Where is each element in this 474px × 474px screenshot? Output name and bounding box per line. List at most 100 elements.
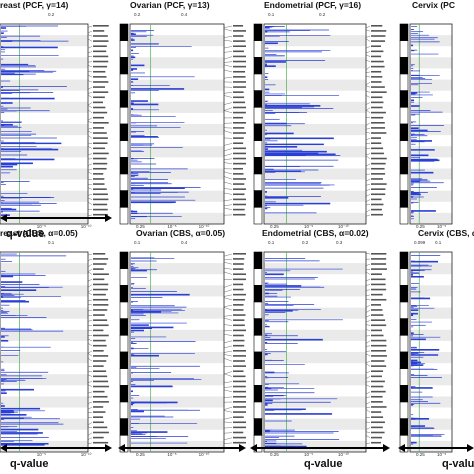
ideogram-segment	[119, 251, 129, 269]
ideogram-segment	[399, 268, 409, 286]
gene-label-mark	[93, 436, 104, 439]
gene-label-mark	[233, 35, 244, 37]
panel-plot	[119, 23, 246, 225]
gene-label-mark	[233, 60, 246, 63]
gene-label-mark	[371, 344, 387, 347]
gene-label-mark	[233, 334, 244, 337]
gene-label-mark	[371, 167, 385, 170]
gene-label-mark	[233, 188, 246, 190]
gene-label-mark	[233, 96, 245, 99]
gene-label-mark	[93, 55, 109, 58]
gene-label-mark	[93, 65, 108, 68]
panel-title: Ovarian (CBS, α=0.05)	[136, 228, 226, 238]
panel-plot	[0, 23, 109, 225]
bottom-tick-label: 10⁻⁵	[167, 452, 177, 457]
gene-leader-line	[365, 264, 371, 266]
gene-leader-line	[223, 153, 233, 157]
gene-leader-line	[87, 75, 93, 78]
bottom-tick-label: 10⁻⁵	[437, 224, 447, 229]
gene-leader-line	[223, 171, 233, 175]
gene-leader-line	[365, 376, 371, 379]
gene-leader-line	[365, 163, 371, 167]
gene-label-mark	[233, 339, 245, 342]
gene-label-mark	[93, 111, 108, 114]
gene-leader-line	[365, 384, 371, 387]
top-tick-label: 0.2	[319, 12, 326, 17]
gene-leader-line	[87, 92, 93, 94]
chromosome-band	[264, 212, 366, 224]
chromosome-band	[410, 352, 452, 364]
gene-label-mark	[371, 188, 386, 190]
gene-leader-line	[223, 176, 233, 180]
chromosome-band	[410, 440, 452, 452]
gene-label-mark	[93, 173, 104, 175]
gene-leader-line	[87, 289, 93, 293]
chromosome-band	[130, 329, 224, 341]
bottom-tick-label: 0.25	[270, 224, 279, 229]
bottom-tick-label: 10⁻¹⁰	[80, 224, 92, 229]
gene-leader-line	[87, 135, 93, 139]
gene-leader-line	[223, 267, 233, 270]
chromosome-band	[0, 263, 88, 275]
bottom-tick-label: 0.25	[416, 224, 425, 229]
bottom-tick-label: 10⁻⁵	[36, 452, 47, 457]
gene-label-mark	[93, 263, 107, 265]
gene-label-mark	[233, 258, 245, 260]
panel-title: reast (PCF, γ=14)	[0, 0, 69, 10]
chromosome-band	[410, 168, 452, 180]
ideogram-segment	[399, 285, 409, 303]
gene-label-mark	[371, 283, 386, 286]
gene-label-mark	[233, 263, 244, 265]
ideogram-segment	[119, 140, 129, 158]
gene-leader-line	[87, 358, 93, 362]
gene-leader-line	[87, 51, 93, 53]
gene-label-mark	[233, 365, 246, 367]
gene-label-mark	[93, 60, 109, 63]
gene-leader-line	[87, 80, 93, 83]
gene-label-mark	[93, 162, 108, 165]
chromosome-band	[264, 124, 366, 136]
ideogram-segment	[253, 301, 263, 319]
gene-label-mark	[93, 86, 106, 88]
gene-leader-line	[365, 294, 371, 297]
panel-plot	[0, 251, 109, 453]
gene-leader-line	[365, 54, 371, 57]
ideogram-segment	[399, 435, 409, 453]
gene-leader-line	[223, 64, 233, 68]
chromosome-band	[130, 440, 224, 452]
ideogram-segment	[399, 57, 409, 75]
gene-leader-line	[87, 178, 93, 181]
gene-leader-line	[365, 353, 371, 357]
gene-label-mark	[93, 208, 108, 211]
gene-label-mark	[371, 30, 387, 32]
gene-leader-line	[365, 82, 371, 86]
chromosome-band	[410, 307, 452, 319]
gene-label-mark	[93, 132, 107, 134]
top-tick-label: 0.099	[414, 240, 426, 245]
ideogram-segment	[253, 435, 263, 453]
bottom-tick-label: 10⁻⁵	[304, 452, 314, 457]
chromosome-band	[410, 146, 452, 158]
gene-leader-line	[365, 30, 371, 32]
gene-label-mark	[93, 426, 108, 429]
ideogram-segment	[253, 90, 263, 108]
gene-label-mark	[371, 101, 384, 104]
gene-label-mark	[93, 375, 108, 378]
gene-label-mark	[371, 355, 387, 357]
ideogram-segment	[119, 157, 129, 175]
ideogram-segment	[119, 107, 129, 125]
gene-label-mark	[371, 198, 382, 201]
gene-leader-line	[365, 214, 371, 217]
gene-label-mark	[371, 406, 387, 408]
top-tick-label: 0.4	[181, 240, 188, 245]
gene-leader-line	[365, 315, 371, 318]
ideogram-segment	[399, 401, 409, 419]
gene-leader-line	[223, 181, 233, 185]
ideogram-segment	[253, 73, 263, 91]
ideogram-segment	[119, 173, 129, 191]
chromosome-band	[410, 79, 452, 91]
ideogram-segment	[399, 23, 409, 41]
ideogram-segment	[399, 351, 409, 369]
gene-label-mark	[233, 116, 244, 119]
gene-label-mark	[371, 183, 387, 185]
